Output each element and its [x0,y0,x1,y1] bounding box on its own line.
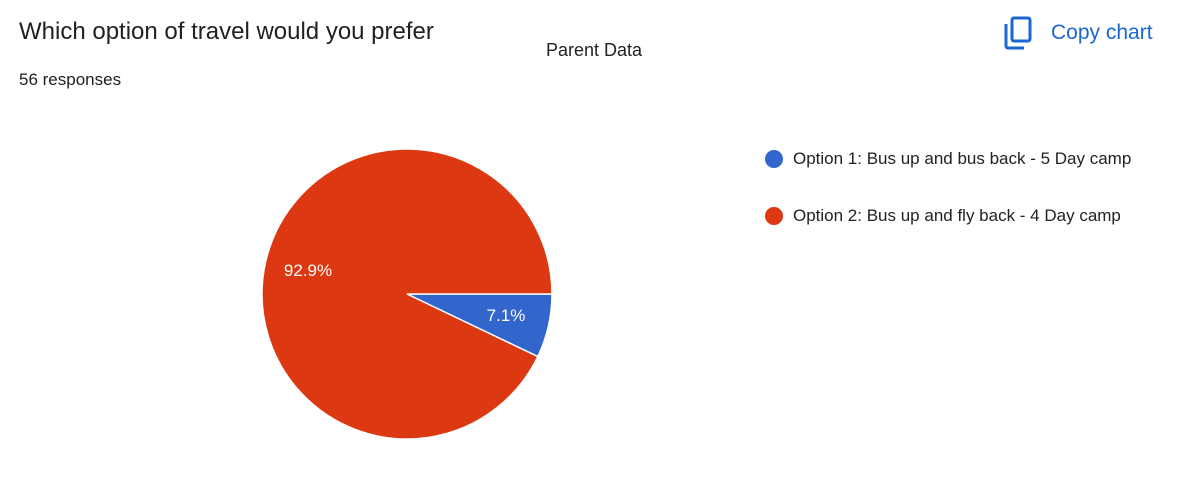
legend-label: Option 1: Bus up and bus back - 5 Day ca… [793,149,1132,168]
legend-marker [765,150,783,168]
copy-chart-label: Copy chart [1051,21,1153,44]
pie-slice [261,148,553,440]
legend-marker [765,207,783,225]
question-title: Which option of travel would you prefer [19,18,434,45]
chart-title: Parent Data [546,40,643,60]
copy-chart-button[interactable]: Copy chart [1003,16,1153,50]
copy-icon [1004,16,1032,50]
legend-label: Option 2: Bus up and fly back - 4 Day ca… [793,206,1121,225]
slice-label: 92.9% [284,261,332,280]
response-count: 56 responses [19,70,122,89]
slice-label: 7.1% [487,306,526,325]
